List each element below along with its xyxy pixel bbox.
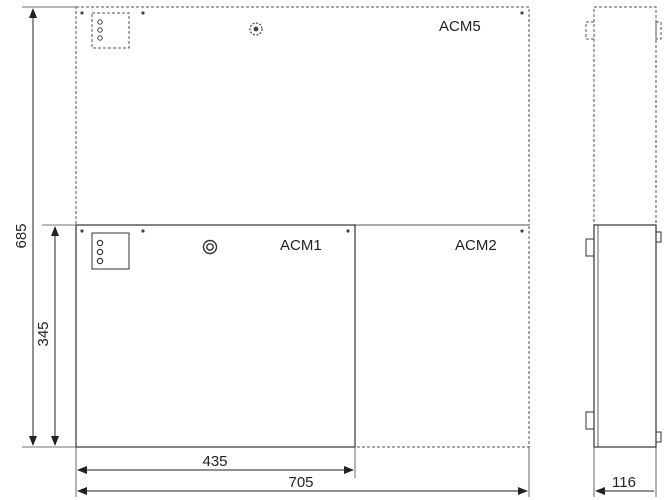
total-height-value: 685	[13, 223, 30, 248]
width-dimensions: 435 705	[75, 447, 530, 497]
acm5-indicator-panel	[91, 12, 130, 49]
total-width-value: 705	[288, 474, 313, 491]
side-view: 116	[585, 6, 662, 497]
depth-value: 116	[612, 474, 636, 491]
acm5-key-lock-icon	[249, 22, 263, 36]
acm1-enclosure: ACM1	[75, 224, 356, 448]
acm1-key-lock-icon	[202, 239, 218, 255]
lower-width-value: 435	[202, 453, 227, 470]
acm5-enclosure: ACM5	[75, 6, 530, 226]
height-dimensions: 685 345	[13, 6, 76, 448]
acm2-enclosure: ACM2	[354, 224, 530, 448]
acm1-indicator-panel	[91, 232, 130, 270]
acm2-label: ACM2	[455, 237, 497, 254]
acm5-label: ACM5	[439, 18, 481, 35]
lower-height-value: 345	[35, 321, 52, 346]
acm1-label: ACM1	[280, 237, 322, 254]
